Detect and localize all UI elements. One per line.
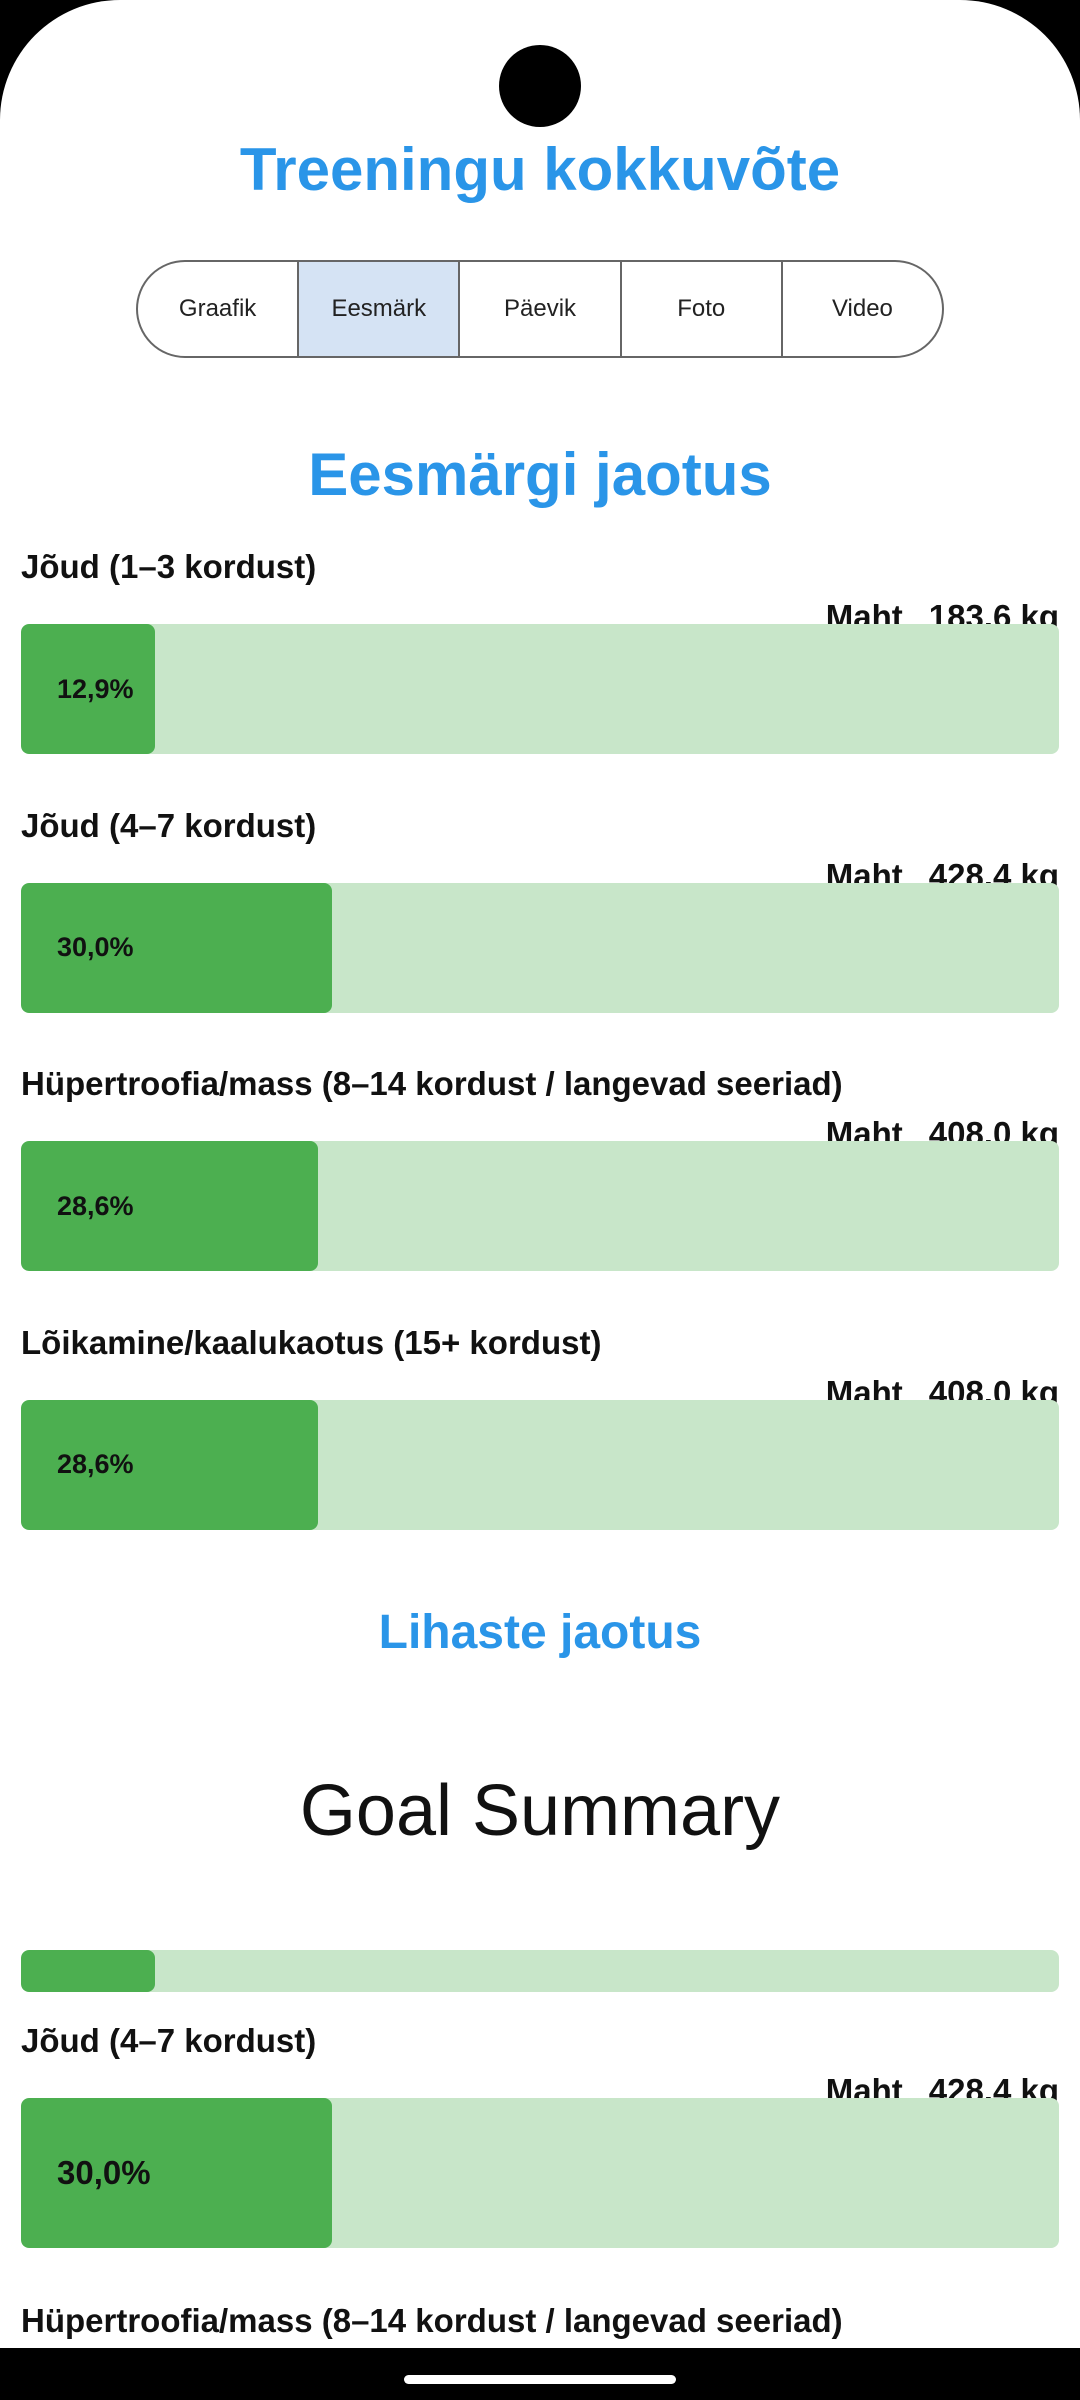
bar-fill — [21, 2098, 333, 2248]
summary-title: Goal Summary — [299, 1771, 781, 1851]
tab[interactable]: Foto — [619, 262, 781, 356]
tab[interactable]: Video — [780, 262, 942, 356]
tab[interactable]: Eesmärk — [297, 262, 459, 356]
percent-label: 28,6% — [57, 1190, 134, 1221]
percent-label: 30,0% — [57, 932, 134, 962]
bar-fill — [21, 1950, 155, 1992]
bar-track: 28,6% — [21, 1141, 1059, 1271]
tab[interactable]: Päevik — [458, 262, 619, 356]
goal-label: Hüpertroofia/mass (8–14 kordust / langev… — [21, 2302, 843, 2339]
page-title: Treeningu kokkuvõte — [239, 136, 841, 203]
home-indicator — [404, 2375, 676, 2384]
section-title: Lihaste jaotus — [378, 1606, 702, 1659]
bar-track: 30,0% — [21, 2098, 1059, 2248]
bar-track: 12,9% — [21, 624, 1059, 754]
bar-fill — [21, 1141, 318, 1271]
bar-track: 28,6% — [21, 1399, 1059, 1530]
tab-bar: Graafik Eesmärk Päevik Foto Video — [136, 260, 944, 358]
percent-label: 12,9% — [57, 673, 134, 704]
screen: Treeningu kokkuvõte Graafik Eesmärk Päevik… — [0, 0, 1080, 2348]
section-title: Eesmärgi jaotus — [308, 441, 772, 508]
bar-fill — [21, 882, 333, 1013]
bar-track — [21, 1950, 1059, 1992]
tab[interactable]: Graafik — [178, 295, 257, 322]
goal-label: Hüpertroofia/mass (8–14 kordust / langev… — [21, 1065, 843, 1102]
bar-track: 30,0% — [21, 882, 1059, 1013]
percent-label: 28,6% — [57, 1449, 134, 1479]
bar-fill — [21, 1399, 318, 1530]
goal-label: Lõikamine/kaalukaotus (15+ kordust) — [21, 1323, 602, 1361]
goal-label: Jõud (1–3 kordust) — [21, 548, 317, 585]
camera — [499, 45, 581, 127]
goal-label: Jõud (4–7 kordust) — [21, 806, 317, 844]
goal-label: Jõud (4–7 kordust) — [21, 2022, 317, 2059]
percent-label: 30,0% — [57, 2154, 151, 2191]
bar-fill — [21, 624, 155, 754]
